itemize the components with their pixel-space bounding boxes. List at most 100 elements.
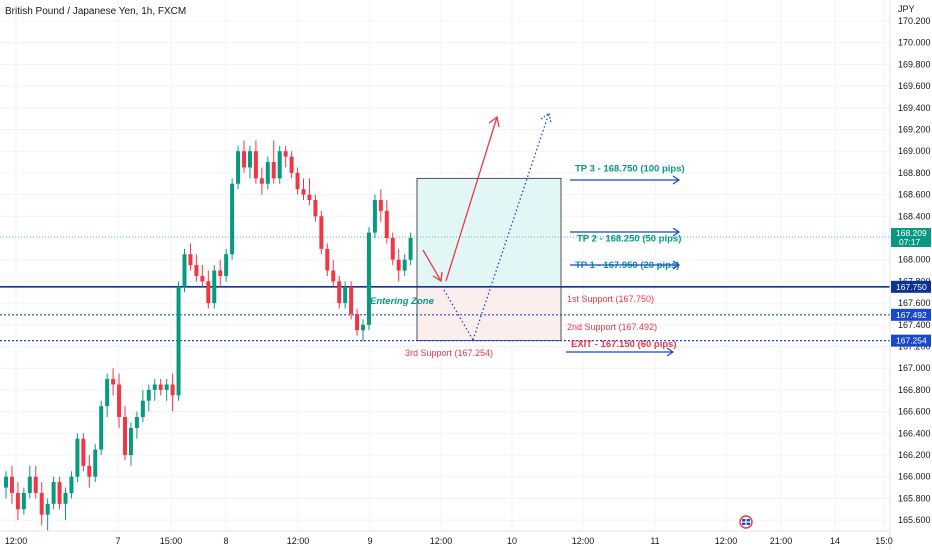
- candle-body: [27, 476, 32, 493]
- x-tick-label: 10: [507, 536, 517, 546]
- y-tick-label: 169.000: [898, 146, 931, 156]
- candle-body: [206, 281, 211, 304]
- candle-body: [21, 492, 26, 510]
- price-axis-panel[interactable]: [890, 0, 932, 550]
- candle-body: [51, 482, 56, 504]
- y-tick-label: 169.800: [898, 59, 931, 69]
- y-tick-label: 169.200: [898, 125, 931, 135]
- candle-body: [402, 259, 407, 271]
- flag-icon[interactable]: [739, 515, 753, 529]
- candle-body: [200, 275, 205, 282]
- tp-label-2: TP 2 - 168.250 (50 pips): [577, 234, 681, 245]
- trade-zones: [416, 177, 562, 342]
- target-zone-box: [416, 177, 562, 288]
- candle-body: [325, 248, 330, 271]
- candle-body: [271, 162, 276, 179]
- entering-zone-label: Entering Zone: [370, 296, 435, 307]
- x-tick-label: 7: [115, 536, 120, 546]
- candle-body: [283, 151, 288, 157]
- y-tick-label: 166.000: [898, 472, 931, 482]
- y-tick-label: 167.600: [898, 298, 931, 308]
- candle-body: [253, 151, 258, 179]
- candle-body: [361, 324, 365, 331]
- y-tick-label: 166.400: [898, 428, 931, 438]
- level-tag-value-2: 167.492: [896, 310, 927, 320]
- up-arrow-head: [488, 115, 500, 128]
- candle-body: [4, 476, 8, 488]
- tp-label-1: TP 1 - 167.950 (20 pips): [575, 260, 679, 271]
- x-tick-label: 9: [367, 536, 372, 546]
- candle-body: [123, 417, 127, 455]
- candle-body: [39, 492, 44, 515]
- price-axis: 170.200 170.000 169.800 169.600 169.400 169.2…: [898, 16, 931, 525]
- support-label-1: 1st Support (167.750): [567, 294, 654, 304]
- candle-body: [69, 476, 74, 493]
- candle-body: [33, 476, 38, 493]
- candle-body: [45, 503, 50, 515]
- projection-arrows: [422, 111, 552, 341]
- y-tick-label: 168.400: [898, 211, 931, 221]
- candle-body: [259, 178, 264, 184]
- candle-body: [265, 162, 270, 184]
- tp-arrow-2: [570, 227, 681, 237]
- candle-body: [9, 476, 14, 493]
- y-tick-label: 167.000: [898, 363, 931, 373]
- y-tick-label: 165.800: [898, 493, 931, 503]
- y-tick-label: 166.800: [898, 385, 931, 395]
- level-tag-2: [891, 308, 931, 321]
- candle-body: [87, 465, 92, 477]
- y-tick-label: 169.400: [898, 103, 931, 113]
- candle-body: [408, 238, 413, 260]
- tp-label-3: TP 3 - 168.750 (100 pips): [575, 163, 685, 174]
- candle-body: [99, 406, 104, 450]
- candle-body: [146, 389, 151, 401]
- tp-arrow-3: [570, 175, 681, 185]
- annotation-labels: TP 3 - 168.750 (100 pips) TP 2 - 168.250 …: [370, 163, 685, 358]
- x-tick-label: 21:00: [770, 536, 793, 546]
- candle-body: [236, 151, 241, 184]
- dip-path-line: [443, 289, 474, 341]
- level-tag-3: [891, 334, 931, 347]
- x-tick-label: 15:0: [875, 536, 893, 546]
- x-tick-label: 14: [830, 536, 840, 546]
- candle-body: [230, 183, 235, 255]
- entry-arrow-head: [432, 271, 443, 283]
- entry-arrow-line: [422, 249, 442, 282]
- level-tag-value-3: 167.254: [896, 336, 927, 346]
- currency-label: JPY: [898, 4, 915, 14]
- candle-body: [366, 232, 371, 325]
- candle-body: [277, 151, 282, 179]
- current-price-tag: [891, 228, 931, 248]
- y-tick-label: 169.600: [898, 81, 931, 91]
- candle-body: [372, 200, 377, 233]
- candle-body: [170, 384, 175, 396]
- candle-body: [188, 254, 193, 266]
- y-tick-label: 165.600: [898, 515, 931, 525]
- candles: [4, 140, 413, 531]
- x-tick-label: 11: [650, 536, 659, 546]
- x-tick-label: 12:00: [430, 536, 453, 546]
- time-axis[interactable]: 12:00 7 15:00 8 12:00 9 12:00 10 12:00 11 12:00 21:…: [5, 536, 893, 546]
- support-label-2: 2nd Support (167.492): [567, 322, 657, 332]
- candle-body: [128, 427, 133, 455]
- up-arrow-line: [445, 116, 498, 282]
- x-tick-label: 15:00: [160, 536, 183, 546]
- candle-body: [75, 438, 80, 477]
- y-tick-label: 168.600: [898, 190, 931, 200]
- y-tick-label: 168.000: [898, 255, 931, 265]
- candle-body: [218, 270, 223, 276]
- candle-body: [117, 384, 122, 418]
- candle-body: [355, 313, 360, 331]
- candle-body: [384, 210, 389, 238]
- candle-body: [57, 482, 62, 504]
- candle-body: [63, 492, 68, 504]
- y-tick-label: 168.800: [898, 168, 931, 178]
- y-tick-label: 170.200: [898, 16, 931, 26]
- candle-body: [152, 384, 157, 390]
- price-levels: [0, 236, 890, 342]
- candle-body: [301, 189, 306, 195]
- candle-body: [307, 194, 312, 201]
- y-tick-label: 166.600: [898, 407, 931, 417]
